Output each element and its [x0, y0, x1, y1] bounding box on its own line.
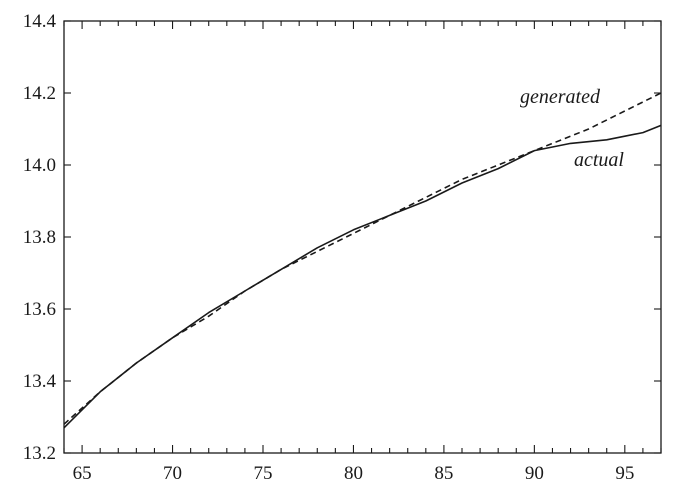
y-tick-label: 13.6 [23, 299, 56, 320]
actual-series-label: actual [574, 149, 624, 171]
x-tick-label: 70 [163, 463, 182, 484]
y-tick-label: 13.4 [23, 371, 57, 392]
y-tick-label: 13.2 [23, 443, 56, 464]
y-tick-label: 14.0 [23, 155, 56, 176]
y-tick-label: 14.2 [23, 83, 56, 104]
x-tick-label: 90 [525, 463, 544, 484]
x-tick-label: 85 [434, 463, 453, 484]
generated-series-line [63, 92, 662, 425]
x-axis: 65 70 75 80 85 90 95 [63, 21, 662, 484]
generated-series-label: generated [520, 86, 601, 108]
x-tick-label: 95 [615, 463, 634, 484]
series-layer [63, 92, 662, 429]
actual-series-line [63, 124, 662, 429]
x-tick-label: 65 [73, 463, 92, 484]
y-axis: 13.2 13.4 13.6 13.8 14.0 14.2 14.4 [23, 11, 661, 464]
x-tick-label: 75 [254, 463, 273, 484]
y-tick-label: 13.8 [23, 227, 56, 248]
y-tick-label: 14.4 [23, 11, 57, 32]
x-tick-label: 80 [344, 463, 363, 484]
